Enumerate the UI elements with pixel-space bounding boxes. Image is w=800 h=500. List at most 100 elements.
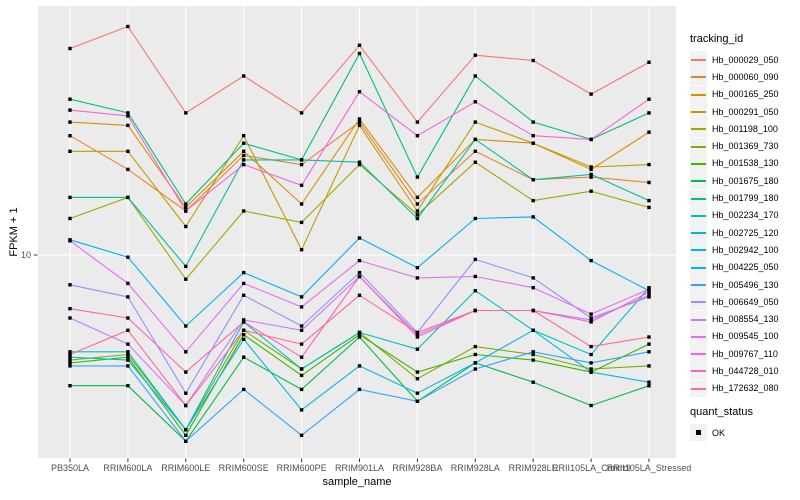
legend-item-label: Hb_000291_050 xyxy=(712,106,779,117)
legend-item-label: Hb_006649_050 xyxy=(712,296,779,307)
data-point xyxy=(68,384,72,388)
legend-key xyxy=(690,103,707,121)
legend-color-line xyxy=(691,232,706,235)
legend-color-line xyxy=(691,318,706,321)
legend-item-label: Hb_002725_120 xyxy=(712,227,779,238)
data-point xyxy=(299,248,304,252)
data-point xyxy=(242,74,246,78)
data-point xyxy=(242,333,246,337)
data-point xyxy=(357,51,362,56)
data-point xyxy=(647,380,651,384)
legend-item-Hb_002942_100: Hb_002942_100 xyxy=(690,241,798,259)
data-point xyxy=(589,344,593,349)
data-point xyxy=(184,224,188,229)
data-point xyxy=(242,149,246,153)
legend-item-label: Hb_000029_050 xyxy=(712,54,779,65)
data-point xyxy=(473,120,477,124)
legend-color-line xyxy=(691,197,706,200)
data-point xyxy=(68,307,72,311)
data-point xyxy=(126,355,130,359)
legend-item-ok: OK xyxy=(690,424,798,442)
data-point xyxy=(126,195,130,200)
data-point xyxy=(357,120,362,124)
data-point xyxy=(184,209,188,213)
data-point xyxy=(126,328,130,332)
data-point xyxy=(126,358,130,362)
legend-item-label: OK xyxy=(712,427,726,438)
data-point xyxy=(473,308,477,313)
legend-color-line xyxy=(691,353,706,356)
legend-item-Hb_004225_050: Hb_004225_050 xyxy=(690,258,798,276)
data-point xyxy=(531,198,535,203)
data-point xyxy=(299,373,304,378)
data-point xyxy=(184,202,188,206)
data-point xyxy=(415,330,420,335)
legend-item-Hb_006649_050: Hb_006649_050 xyxy=(690,293,798,311)
data-point xyxy=(184,205,188,210)
data-point xyxy=(126,281,130,286)
legend-item-Hb_001538_130: Hb_001538_130 xyxy=(690,154,798,172)
data-point xyxy=(242,158,246,162)
data-point xyxy=(299,162,304,167)
data-point xyxy=(589,92,593,96)
data-point xyxy=(415,370,420,374)
legend-color-line xyxy=(691,145,706,148)
data-point xyxy=(299,158,304,162)
data-point xyxy=(531,134,535,138)
legend-item-label: Hb_001198_100 xyxy=(712,123,778,134)
legend-key xyxy=(690,424,707,442)
data-point xyxy=(126,24,130,29)
data-point xyxy=(68,364,72,368)
data-point xyxy=(589,370,593,374)
data-point xyxy=(357,335,362,339)
data-point xyxy=(589,175,593,179)
data-point xyxy=(415,209,420,213)
data-point xyxy=(647,287,651,291)
data-point xyxy=(242,134,246,138)
data-point xyxy=(357,162,362,167)
data-point xyxy=(531,358,535,362)
data-point xyxy=(415,120,420,124)
legend-key xyxy=(690,241,707,259)
data-point xyxy=(473,137,477,142)
data-point xyxy=(415,399,420,403)
data-point xyxy=(473,74,477,78)
data-point xyxy=(68,283,72,287)
legend-color-line xyxy=(691,128,706,131)
data-point xyxy=(242,328,246,332)
data-point xyxy=(647,342,651,346)
data-point xyxy=(299,220,304,225)
data-point xyxy=(184,428,188,432)
data-point xyxy=(68,239,72,243)
legend-key xyxy=(690,327,707,345)
legend-item-label: Hb_001369_730 xyxy=(712,141,779,152)
data-point xyxy=(531,286,535,290)
legend-items: Hb_000029_050 Hb_000060_090 Hb_000165_250 H… xyxy=(690,51,798,397)
data-point xyxy=(184,324,188,328)
data-point xyxy=(184,277,188,281)
data-point xyxy=(531,352,535,357)
data-point xyxy=(299,183,304,187)
data-point xyxy=(473,367,477,371)
data-point xyxy=(126,342,130,346)
data-point xyxy=(357,274,362,279)
data-point xyxy=(473,100,477,104)
x-axis-title: sample_name xyxy=(322,476,392,488)
legend-key xyxy=(690,120,707,138)
ok-point-swatch xyxy=(696,430,701,436)
data-point xyxy=(531,276,535,280)
data-point xyxy=(589,167,593,172)
data-point xyxy=(589,137,593,142)
legend-key xyxy=(690,68,707,86)
legend-title-tracking-id: tracking_id xyxy=(690,33,744,45)
legend-key xyxy=(690,172,707,190)
data-point xyxy=(647,290,651,294)
data-point xyxy=(647,111,651,115)
legend-item-Hb_001369_730: Hb_001369_730 xyxy=(690,137,798,155)
legend-key xyxy=(690,345,707,363)
x-tick-label: RRIM928LE xyxy=(509,463,558,473)
data-point xyxy=(68,120,72,124)
legend-item-Hb_172632_080: Hb_172632_080 xyxy=(690,379,798,397)
legend-color-line xyxy=(691,59,706,62)
x-tick-label: RRIM901LA xyxy=(335,463,384,473)
